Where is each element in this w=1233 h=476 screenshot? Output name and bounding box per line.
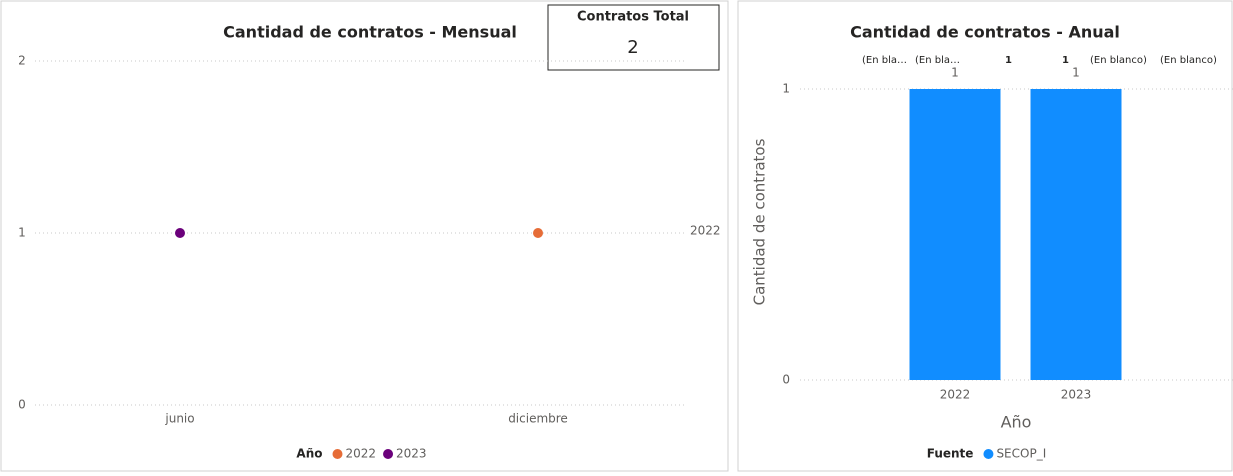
legend-label: 2022 xyxy=(345,447,376,461)
legend-marker xyxy=(983,449,994,459)
point xyxy=(533,228,543,238)
x-tick-label: 2023 xyxy=(1061,388,1092,402)
annotation: (En blanco) xyxy=(1090,55,1147,66)
legend-marker xyxy=(332,449,343,459)
x-axis-title: Año xyxy=(1001,413,1032,432)
card-title: Contratos Total xyxy=(577,10,689,25)
panel-right xyxy=(737,0,1233,472)
y-axis-title: Cantidad de contratos xyxy=(751,138,769,305)
chart-title: Cantidad de contratos - Anual xyxy=(850,23,1120,42)
legend-title: Fuente xyxy=(927,447,974,461)
legend-title: Año xyxy=(296,447,322,461)
bar xyxy=(909,89,1001,380)
x-tick-label: diciembre xyxy=(508,412,568,426)
point xyxy=(175,228,185,238)
y-tick-label: 1 xyxy=(782,82,790,96)
card-value: 2 xyxy=(627,37,638,58)
chart-title: Cantidad de contratos - Mensual xyxy=(223,23,517,42)
legend-marker xyxy=(383,449,394,459)
y-tick-label: 0 xyxy=(18,398,26,412)
bar xyxy=(1030,89,1122,380)
series-end-label: 2022 xyxy=(690,224,721,238)
panel-left xyxy=(0,0,729,472)
annotation: (En bla… xyxy=(915,55,960,66)
data-label: 1 xyxy=(1072,66,1080,80)
annotation: 1 xyxy=(1062,55,1069,66)
y-tick-label: 1 xyxy=(18,226,26,240)
x-tick-label: 2022 xyxy=(940,388,971,402)
data-label: 1 xyxy=(951,66,959,80)
y-tick-label: 0 xyxy=(782,373,790,387)
legend-label: 2023 xyxy=(396,447,427,461)
x-tick-label: junio xyxy=(164,412,194,426)
annotation: 1 xyxy=(1005,55,1012,66)
card xyxy=(547,4,720,71)
annotation: (En blanco) xyxy=(1160,55,1217,66)
y-tick-label: 2 xyxy=(18,54,26,68)
legend-label: SECOP_I xyxy=(996,447,1046,461)
annotation: (En bla… xyxy=(862,55,907,66)
